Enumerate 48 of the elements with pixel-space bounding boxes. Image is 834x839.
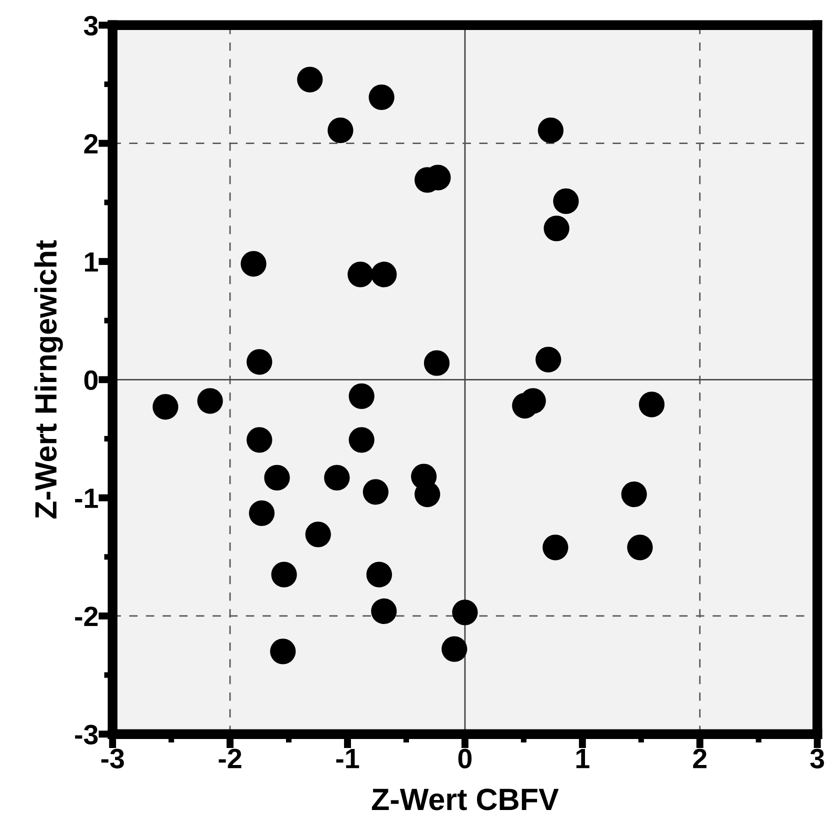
point xyxy=(362,479,388,505)
x-tick-label: 0 xyxy=(458,748,472,768)
point xyxy=(452,600,478,626)
point xyxy=(271,562,297,588)
y-tick-label: -3 xyxy=(75,724,98,745)
x-tick-label: 1 xyxy=(576,749,590,768)
point xyxy=(305,522,331,548)
point xyxy=(264,464,290,491)
point xyxy=(246,349,272,375)
point xyxy=(348,383,374,409)
point xyxy=(424,350,450,376)
x-tick-label: -3 xyxy=(101,748,124,768)
y-tick-label: 2 xyxy=(84,134,98,154)
x-tick-label: 3 xyxy=(810,748,824,768)
point xyxy=(621,481,647,508)
y-tick-label: -1 xyxy=(75,488,98,508)
point xyxy=(348,262,374,288)
y-tick-label: 1 xyxy=(85,252,98,272)
x-axis-title: Z-Wert CBFV xyxy=(372,788,559,810)
x-tick-label: -2 xyxy=(218,748,242,768)
y-tick-label: 3 xyxy=(84,16,98,36)
point xyxy=(553,188,579,214)
point xyxy=(197,388,223,414)
point xyxy=(542,534,568,560)
point xyxy=(371,262,397,288)
point xyxy=(536,346,562,372)
x-tick-label: 2 xyxy=(693,748,706,768)
point xyxy=(442,636,468,662)
point xyxy=(297,66,323,92)
point xyxy=(638,392,665,418)
point xyxy=(348,427,374,453)
point xyxy=(270,638,296,664)
y-axis-title: Z-Wert Hirngewicht xyxy=(34,240,63,519)
point xyxy=(328,118,354,144)
point xyxy=(368,84,394,110)
y-tick-label: 0 xyxy=(84,370,98,390)
point xyxy=(324,464,350,491)
point xyxy=(152,394,178,420)
point xyxy=(627,534,653,560)
point xyxy=(544,216,570,242)
y-tick-label: -2 xyxy=(75,606,98,626)
point xyxy=(371,598,397,624)
point xyxy=(246,427,272,453)
point xyxy=(240,251,266,277)
point xyxy=(248,500,275,526)
point xyxy=(366,562,392,588)
x-tick-label: -1 xyxy=(336,749,360,768)
point xyxy=(538,118,564,144)
